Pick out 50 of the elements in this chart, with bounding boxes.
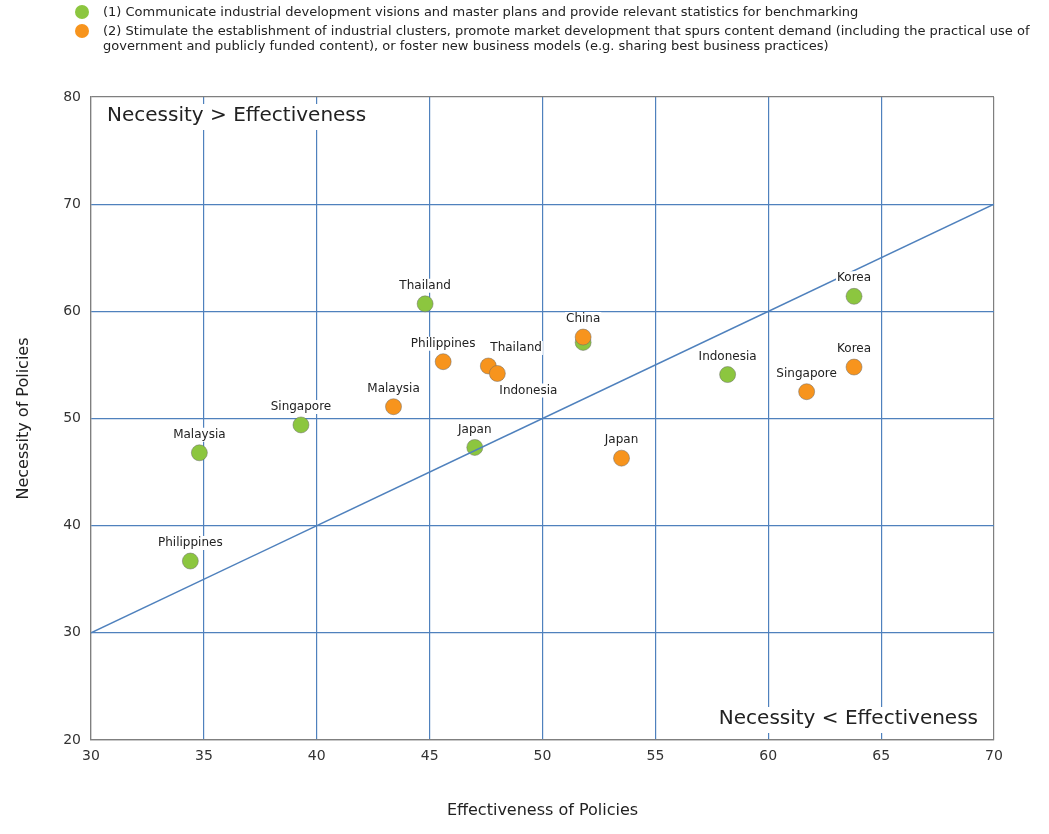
y-tick-label: 20	[63, 730, 82, 747]
annotation: Korea	[837, 341, 872, 356]
annotation: Necessity > Effectiveness	[107, 102, 367, 127]
y-tick-label: 80	[63, 87, 82, 104]
x-tick-label: 35	[194, 747, 213, 764]
x-tick-label: 70	[985, 747, 1003, 764]
y-axis-title: Necessity of Policies	[12, 337, 32, 500]
y-tick-label: 30	[63, 623, 82, 640]
x-tick-label: 55	[646, 747, 665, 764]
x-axis-title: Effectiveness of Policies	[446, 799, 639, 819]
annotation: Malaysia	[173, 426, 226, 441]
y-tick-label: 50	[63, 409, 82, 426]
annotation: Thailand	[489, 340, 542, 355]
point	[292, 416, 310, 434]
point	[719, 366, 736, 383]
annotation: Singapore	[776, 365, 837, 380]
annotation: Japan	[603, 432, 639, 447]
annotation: Necessity < Effectiveness	[718, 705, 979, 730]
annotation: Singapore	[270, 399, 332, 414]
annotation: Indonesia	[499, 382, 558, 397]
annotation: Indonesia	[698, 348, 757, 363]
x-tick-label: 50	[533, 747, 552, 764]
x-tick-label: 60	[759, 747, 778, 764]
point	[434, 353, 452, 370]
annotation: Philippines	[410, 335, 476, 350]
point	[416, 295, 434, 313]
point	[385, 398, 402, 415]
annotation: China	[566, 311, 601, 326]
point	[845, 288, 863, 305]
x-tick-label: 65	[872, 747, 891, 764]
y-tick-label: 70	[63, 194, 82, 211]
point	[182, 552, 199, 570]
annotation: Malaysia	[367, 380, 420, 395]
legend-label: (1) Communicate industrial development visions and master plans and provide relevant statistics for benchmarking	[103, 4, 859, 19]
x-tick-label: 40	[307, 747, 326, 764]
point	[613, 449, 630, 467]
point	[489, 365, 506, 382]
point	[191, 444, 208, 462]
annotation: Korea	[837, 270, 872, 285]
y-tick-label: 40	[63, 516, 82, 533]
point	[798, 383, 815, 400]
annotation: Philippines	[158, 535, 223, 550]
y-tick-label: 60	[63, 301, 82, 318]
annotation: Thailand	[398, 277, 451, 292]
point	[574, 328, 592, 346]
legend-label: (2) Stimulate the establishment of industrial clusters, promote market development that spurs content demand (including the practical use of government and publicly funded content), or foster new business models (e.g. sharing best business practices)	[103, 23, 1031, 53]
x-tick-label: 30	[82, 747, 100, 764]
point	[845, 358, 863, 376]
annotation: Japan	[457, 421, 492, 436]
x-tick-label: 45	[420, 747, 439, 764]
